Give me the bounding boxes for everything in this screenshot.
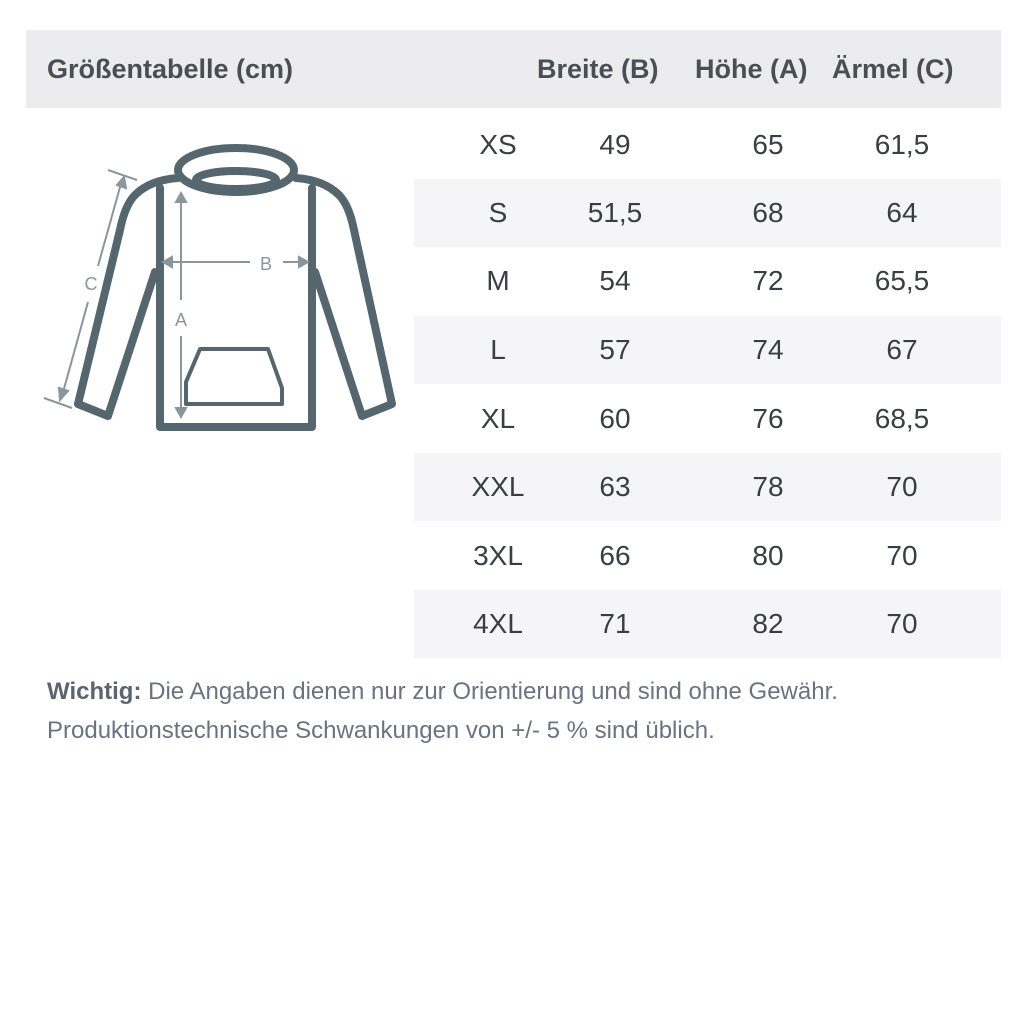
table-row: S 51,5 68 64: [414, 179, 1001, 247]
height-cell: 80: [752, 540, 784, 571]
height-cell: 68: [752, 197, 784, 228]
height-cell: 74: [752, 334, 784, 365]
height-cell: 76: [752, 403, 784, 434]
column-header-sleeve: Ärmel (C): [832, 54, 954, 84]
table-row: L 57 74 67: [414, 316, 1001, 384]
sleeve-cell: 70: [886, 608, 918, 639]
size-cell: 4XL: [473, 608, 523, 639]
table-row: 3XL 66 80 70: [414, 522, 1001, 590]
table-row: XS 49 65 61,5: [414, 111, 1001, 179]
note-line-2: Produktionstechnische Schwankungen von +…: [47, 717, 715, 744]
label-c: C: [85, 274, 98, 294]
label-a: A: [175, 310, 187, 330]
note-bold: Wichtig:: [47, 678, 142, 705]
sleeve-cell: 67: [886, 334, 918, 365]
label-b: B: [260, 254, 272, 274]
sleeve-cell: 61,5: [874, 129, 930, 160]
height-cell: 78: [752, 471, 784, 502]
width-cell: 49: [599, 129, 631, 160]
width-cell: 54: [599, 265, 631, 296]
width-cell: 60: [599, 403, 631, 434]
size-cell: S: [488, 197, 508, 228]
size-cell: 3XL: [473, 540, 523, 571]
width-cell: 66: [599, 540, 631, 571]
size-cell: XS: [479, 129, 517, 160]
note-line-1: Wichtig: Die Angaben dienen nur zur Orie…: [47, 678, 838, 706]
table-row: M 54 72 65,5: [414, 247, 1001, 315]
table-header-bar: [26, 30, 1001, 108]
width-cell: 51,5: [587, 197, 643, 228]
hoodie-outline-icon: [74, 144, 396, 431]
sleeve-cell: 64: [886, 197, 918, 228]
height-cell: 82: [752, 608, 784, 639]
height-cell: 65: [752, 129, 784, 160]
table-title: Größentabelle (cm): [47, 54, 294, 84]
width-cell: 63: [599, 471, 631, 502]
size-cell: XXL: [471, 471, 525, 502]
sleeve-cell: 65,5: [874, 265, 930, 296]
size-cell: L: [490, 334, 506, 365]
measure-lines: [43, 169, 311, 420]
height-cell: 72: [752, 265, 784, 296]
table-row: XXL 63 78 70: [414, 453, 1001, 521]
size-cell: XL: [480, 403, 516, 434]
sleeve-cell: 70: [886, 471, 918, 502]
width-cell: 71: [599, 608, 631, 639]
note-text-1: Die Angaben dienen nur zur Orientierung …: [148, 678, 838, 705]
size-cell: M: [486, 265, 510, 296]
sleeve-cell: 70: [886, 540, 918, 571]
column-header-height: Höhe (A): [695, 54, 808, 84]
width-cell: 57: [599, 334, 631, 365]
hoodie-diagram: B A C: [43, 144, 396, 431]
sleeve-cell: 68,5: [874, 403, 930, 434]
column-header-width: Breite (B): [537, 54, 659, 84]
table-row: 4XL 71 82 70: [414, 590, 1001, 658]
table-row: XL 60 76 68,5: [414, 385, 1001, 453]
